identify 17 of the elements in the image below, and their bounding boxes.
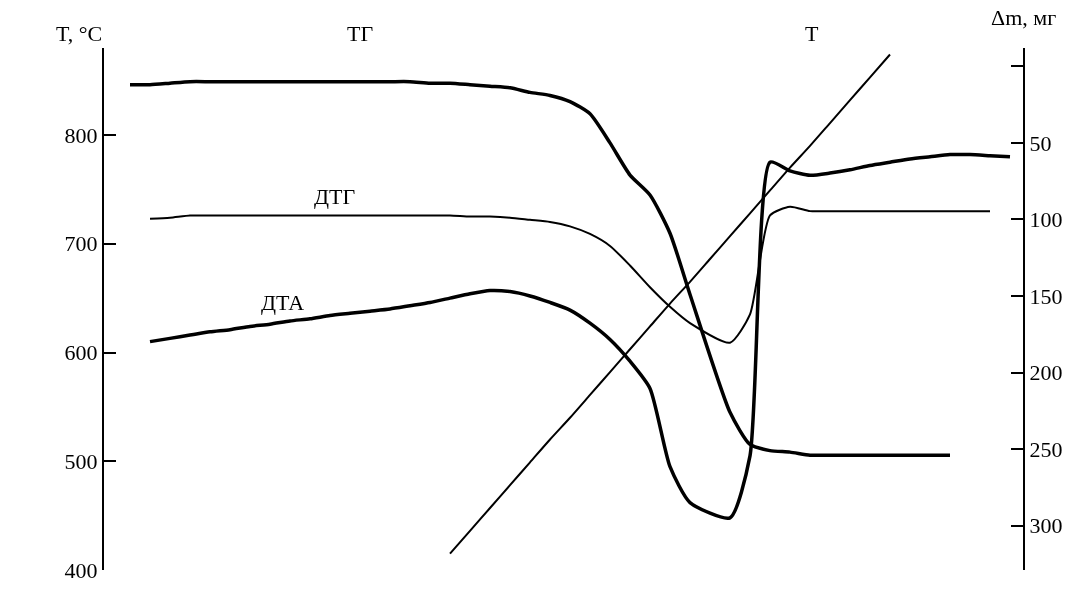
y2-tick-label: 50	[1029, 130, 1052, 156]
y2-axis-title: Δm, мг	[991, 5, 1057, 30]
series-label: ТГ	[347, 21, 374, 46]
y-axis-title: T, °C	[56, 21, 103, 46]
y2-tick-label: 250	[1029, 436, 1063, 462]
y-tick-label: 700	[64, 231, 98, 257]
y-tick-label: 600	[64, 340, 98, 366]
y-tick-label: 800	[64, 122, 98, 148]
y2-tick-label: 100	[1029, 207, 1063, 233]
series-label: ДТГ	[314, 184, 356, 209]
y-tick-label: 400	[64, 557, 98, 583]
text: T	[805, 21, 819, 46]
y2-tick-label: 150	[1029, 283, 1063, 309]
series-label: ДТА	[261, 290, 305, 315]
y2-tick-label: 300	[1029, 513, 1063, 539]
y2-tick-label: 200	[1029, 360, 1063, 386]
y-tick-label: 500	[64, 448, 98, 474]
